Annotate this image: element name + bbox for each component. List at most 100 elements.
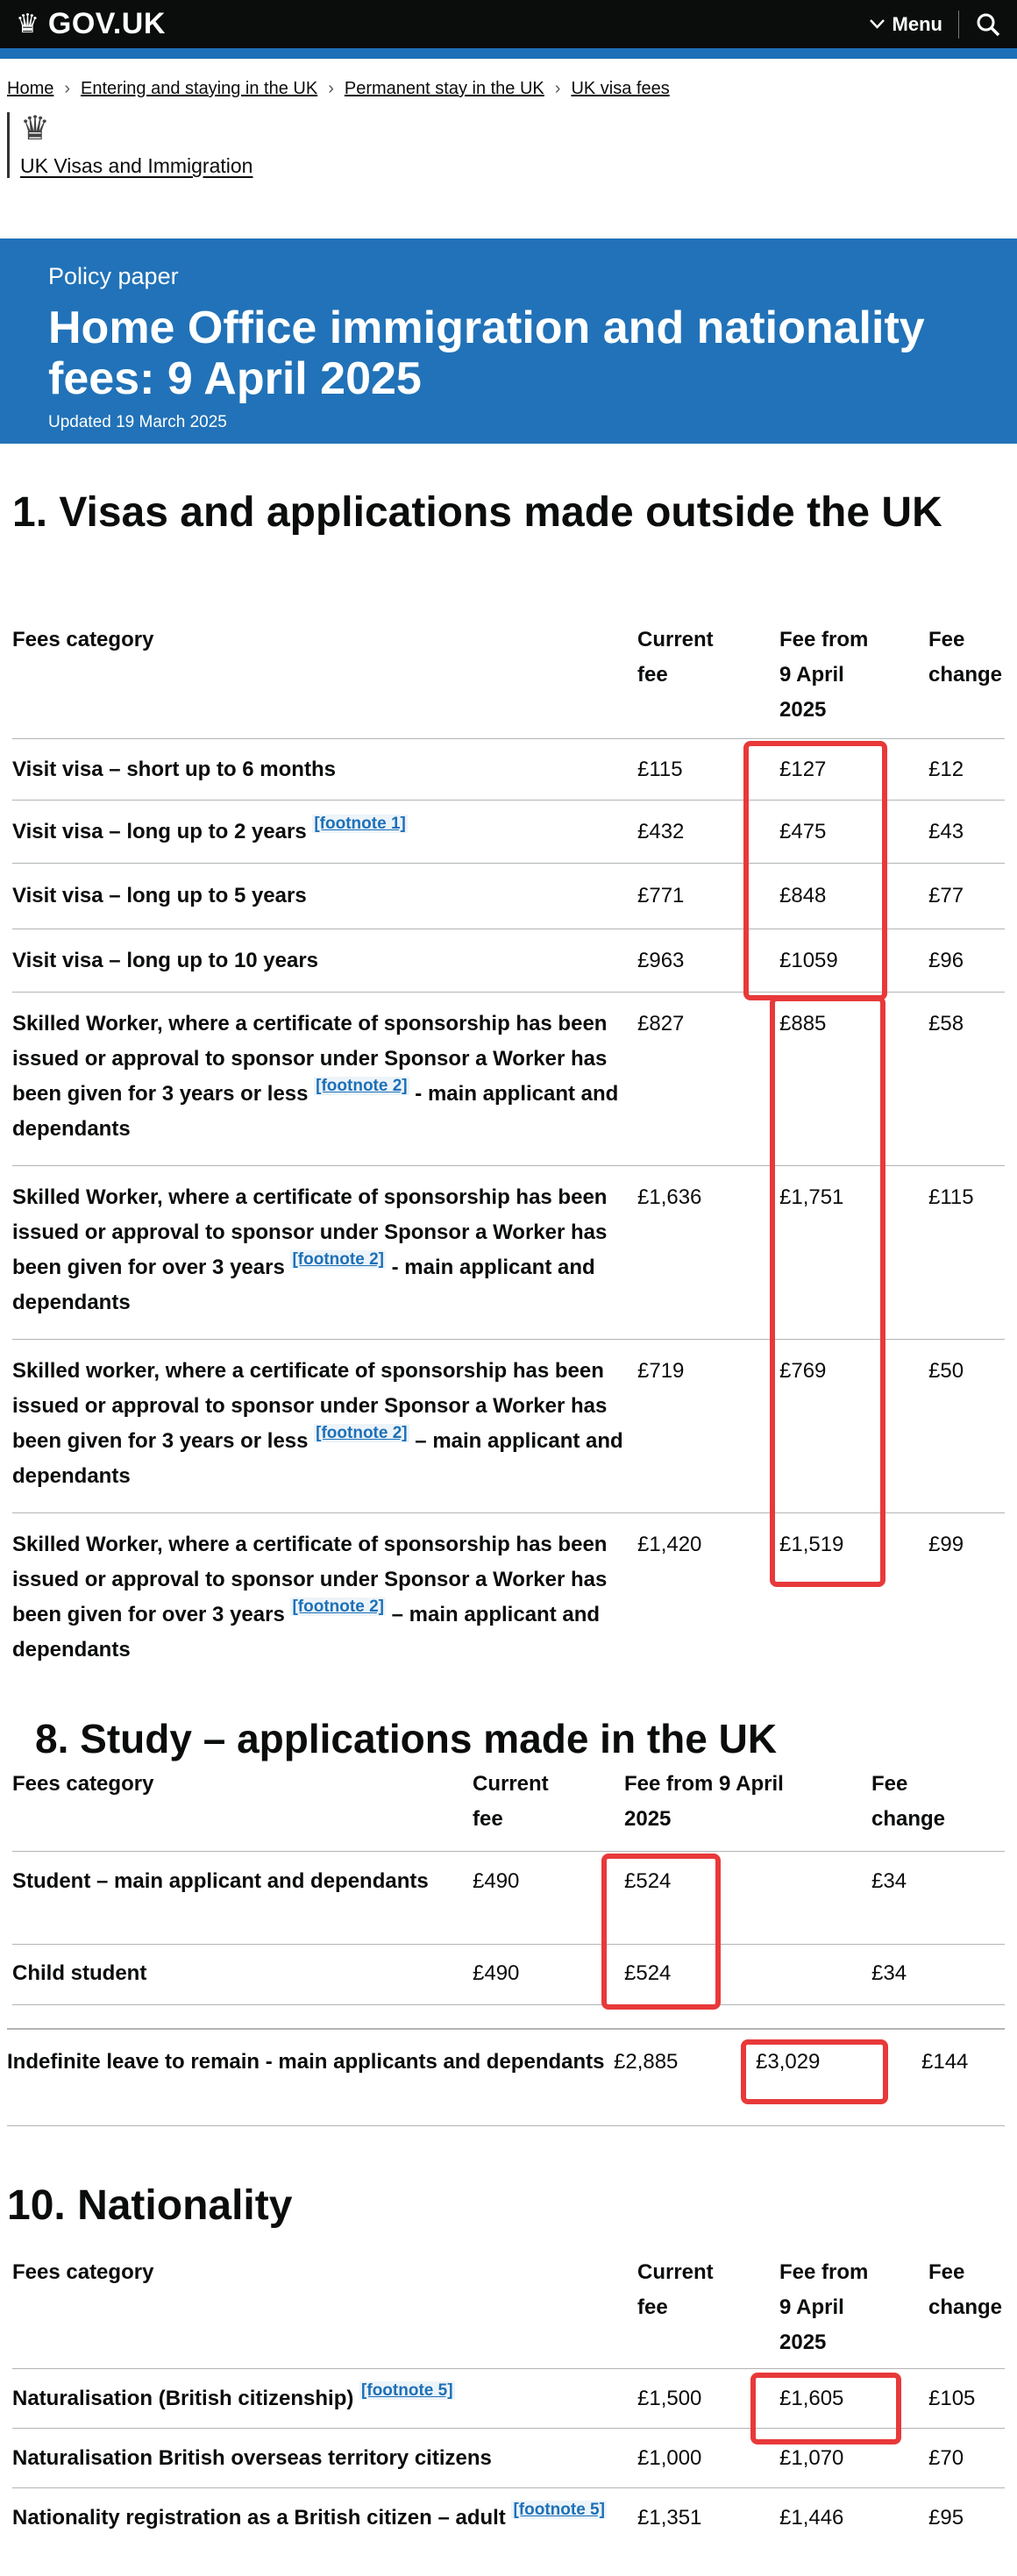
fees-category: Nationality registration as a British ci… [12,2506,512,2530]
footnote-2-link[interactable]: [footnote 2] [290,1250,386,1269]
footnote-2-link[interactable]: [footnote 2] [314,1424,409,1442]
table-row: Visit visa – long up to 5 years £771 £84… [12,864,1005,929]
col-current-fee: Current fee [637,2260,714,2319]
table-row: Visit visa – long up to 10 years £963 £1… [12,929,1005,993]
fee-change: £144 [921,2050,969,2074]
fees-category-suffix: - main applicant and dependants [12,1082,619,1141]
col-fees-category: Fees category [12,2260,154,2284]
fee-change: £43 [928,820,964,843]
col-fee-change: Fee change [928,628,1003,687]
breadcrumb-separator: › [64,79,71,98]
new-fee: £1,446 [779,2506,844,2530]
table-row: Student – main applicant and dependants … [12,1852,1005,1945]
fee-change: £99 [928,1533,964,1556]
fee-change: £96 [928,949,964,972]
current-fee: £1,351 [637,2506,702,2530]
new-fee: £885 [779,1012,827,1035]
current-fee: £2,885 [614,2050,679,2074]
fee-change: £95 [928,2506,964,2530]
footnote-5-link[interactable]: [footnote 5] [359,2381,455,2400]
current-fee: £827 [637,1012,685,1035]
new-fee: £1,605 [779,2387,844,2410]
new-fee: £127 [779,758,827,781]
current-fee: £1,000 [637,2446,702,2470]
fees-category: Naturalisation British overseas territor… [12,2446,492,2470]
fee-change: £34 [871,1961,907,1985]
new-fee: £769 [779,1359,827,1383]
col-new-fee: Fee from 9 April 2025 [624,1772,784,1831]
fees-category: Skilled Worker, where a certificate of s… [12,1533,608,1626]
search-button[interactable] [975,11,1001,38]
table-header-row: Fees category Current fee Fee from 9 Apr… [12,1754,1005,1852]
footnote-2-link[interactable]: [footnote 2] [290,1598,386,1616]
fees-category: Skilled worker, where a certificate of s… [12,1359,608,1453]
col-fees-category: Fees category [12,1772,154,1796]
new-fee: £1059 [779,949,838,972]
col-fee-change: Fee change [928,2260,1003,2319]
ilr-fees-table: Indefinite leave to remain - main applic… [7,2028,1005,2126]
table-row: Skilled Worker, where a certificate of s… [12,1166,1005,1340]
org-name-link[interactable]: UK Visas and Immigration [20,154,253,177]
document-type: Policy paper [48,263,179,289]
table-row: Child student £490 £524 £34 [12,1945,1005,2005]
breadcrumb-entering-uk[interactable]: Entering and staying in the UK [81,79,318,98]
fees-category: Visit visa – short up to 6 months [12,758,336,781]
current-fee: £490 [473,1961,520,1985]
header-actions: Menu [869,10,1001,39]
menu-label: Menu [892,12,942,35]
table-header-row: Fees category Current fee Fee from 9 Apr… [12,605,1005,739]
breadcrumb-home[interactable]: Home [7,79,54,98]
breadcrumb-permanent-stay[interactable]: Permanent stay in the UK [344,79,544,98]
organisation-logo: ♛ UK Visas and Immigration [7,112,252,178]
fees-category: Child student [12,1961,147,1985]
updated-date: Updated 19 March 2025 [48,413,227,431]
current-fee: £1,636 [637,1185,702,1209]
new-fee: £475 [779,820,827,843]
current-fee: £1,420 [637,1533,702,1556]
fee-change: £58 [928,1012,964,1035]
fees-category-suffix: – main applicant and dependants [12,1429,623,1488]
breadcrumb-separator: › [554,79,561,98]
new-fee: £1,519 [779,1533,844,1556]
section-1-heading: 1. Visas and applications made outside t… [12,489,942,537]
page-title: Home Office immigration and nationality … [48,302,925,404]
col-fees-category: Fees category [12,628,154,651]
col-new-fee: Fee from 9 April 2025 [779,2260,869,2354]
table-row: Skilled worker, where a certificate of s… [12,1340,1005,1513]
fee-change: £77 [928,884,964,907]
current-fee: £719 [637,1359,685,1383]
footnote-5-link[interactable]: [footnote 5] [511,2501,607,2519]
study-fees-table: Fees category Current fee Fee from 9 Apr… [12,1754,1005,2005]
new-fee: £1,751 [779,1185,844,1209]
visas-fees-table: Fees category Current fee Fee from 9 Apr… [12,605,1005,1676]
govuk-logo[interactable]: ♛ GOV.UK [16,7,166,41]
header-divider [958,10,959,39]
footnote-1-link[interactable]: [footnote 1] [312,815,408,833]
table-row: Naturalisation British overseas territor… [12,2429,1005,2488]
col-current-fee: Current fee [473,1772,549,1831]
fees-category: Naturalisation (British citizenship) [12,2387,360,2410]
breadcrumb-separator: › [328,79,334,98]
current-fee: £771 [637,884,685,907]
new-fee: £848 [779,884,827,907]
table-row: Skilled Worker, where a certificate of s… [12,1513,1005,1676]
current-fee: £490 [473,1869,520,1893]
new-fee: £524 [624,1961,672,1985]
new-fee: £1,070 [779,2446,844,2470]
new-fee: £3,029 [756,2050,821,2074]
table-row: Nationality registration as a British ci… [12,2488,1005,2576]
fees-category: Skilled Worker, where a certificate of s… [12,1012,608,1106]
table-row: Skilled Worker, where a certificate of s… [12,993,1005,1166]
col-new-fee: Fee from 9 April 2025 [779,628,869,722]
footnote-2-link[interactable]: [footnote 2] [314,1077,409,1095]
policy-banner: Policy paper Home Office immigration and… [0,238,1017,444]
menu-button[interactable]: Menu [869,12,942,36]
crown-icon: ♛ [16,9,39,39]
breadcrumb-uk-visa-fees[interactable]: UK visa fees [571,79,670,98]
fees-category: Indefinite leave to remain - main applic… [7,2050,605,2074]
fees-category-suffix: - main applicant and dependants [12,1256,595,1314]
current-fee: £432 [637,820,685,843]
current-fee: £963 [637,949,685,972]
header-accent-bar [0,48,1017,59]
table-row: Visit visa – short up to 6 months £115 £… [12,739,1005,801]
